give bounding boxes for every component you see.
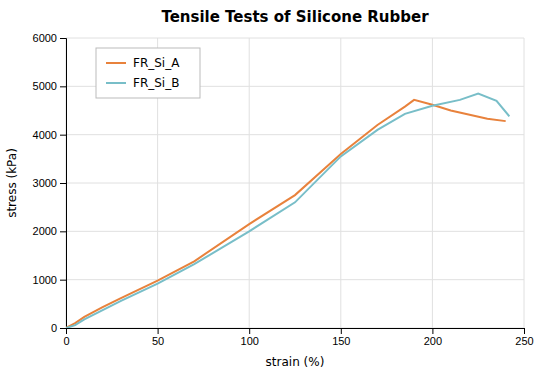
y-tick-label: 0 — [51, 322, 57, 334]
x-tick-mark — [341, 328, 342, 334]
legend-swatch — [106, 82, 126, 84]
y-tick-mark — [60, 183, 66, 184]
grid-line-y — [66, 134, 524, 135]
series-group — [66, 94, 509, 328]
y-tick-mark — [60, 86, 66, 87]
x-tick-mark — [158, 328, 159, 334]
y-tick: 2000 — [33, 225, 66, 237]
y-tick-mark — [60, 38, 66, 39]
title: Tensile Tests of Silicone Rubber — [161, 8, 429, 26]
legend-item: FR_Si_A — [106, 56, 180, 70]
x-tick: 0 — [63, 328, 69, 347]
y-tick: 6000 — [33, 32, 66, 44]
plot-area: 0 50 100 150 200 250 0 1000 2000 3000 4000 5000 6000… — [33, 32, 534, 347]
y-axis: 0 1000 2000 3000 4000 5000 6000 — [33, 32, 67, 334]
x-tick: 200 — [424, 328, 442, 347]
legend-label: FR_Si_B — [133, 76, 179, 90]
grid-line-y — [66, 38, 524, 39]
y-tick-label: 2000 — [33, 225, 57, 237]
x-axis-line — [67, 329, 525, 335]
y-tick-label: 4000 — [33, 129, 57, 141]
x-axis-title: strain (%) — [266, 355, 325, 369]
y-tick-label: 5000 — [33, 80, 57, 92]
y-tick-mark — [60, 280, 66, 281]
x-tick-label: 250 — [515, 335, 533, 347]
x-tick-label: 50 — [152, 335, 164, 347]
y-tick: 4000 — [33, 129, 66, 141]
y-tick-label: 1000 — [33, 274, 57, 286]
series-line — [66, 94, 509, 328]
x-tick: 100 — [241, 328, 259, 347]
x-tick: 150 — [332, 328, 350, 347]
x-tick-mark — [524, 328, 525, 334]
grid — [66, 38, 524, 328]
y-axis-line — [60, 39, 67, 329]
y-axis-title: stress (kPa) — [5, 148, 19, 218]
y-tick: 1000 — [33, 274, 66, 286]
grid-line-y — [66, 183, 524, 184]
chart: 0 50 100 150 200 250 0 1000 2000 3000 4000 5000 6000… — [0, 0, 546, 376]
legend-label: FR_Si_A — [133, 56, 180, 70]
y-tick-mark — [60, 135, 66, 136]
x-tick-mark — [432, 328, 433, 334]
grid-line-y — [66, 231, 524, 232]
x-tick-label: 100 — [241, 335, 259, 347]
x-tick-label: 150 — [332, 335, 350, 347]
x-axis: 0 50 100 150 200 250 — [63, 328, 533, 347]
x-tick-mark — [249, 328, 250, 334]
x-tick: 50 — [152, 328, 164, 347]
x-tick-label: 0 — [63, 335, 69, 347]
y-tick: 3000 — [33, 177, 66, 189]
legend-swatch — [106, 62, 126, 64]
grid-line-y — [66, 279, 524, 280]
y-tick-mark — [60, 328, 66, 329]
y-tick-label: 6000 — [33, 32, 57, 44]
legend-box — [96, 48, 200, 98]
legend: FR_Si_A FR_Si_B — [96, 48, 200, 98]
y-tick: 5000 — [33, 80, 66, 92]
x-tick: 250 — [515, 328, 533, 347]
y-tick-mark — [60, 231, 66, 232]
y-tick: 0 — [51, 322, 66, 334]
legend-item: FR_Si_B — [106, 76, 179, 90]
y-tick-label: 3000 — [33, 177, 57, 189]
series-line — [66, 100, 506, 328]
x-tick-label: 200 — [424, 335, 442, 347]
